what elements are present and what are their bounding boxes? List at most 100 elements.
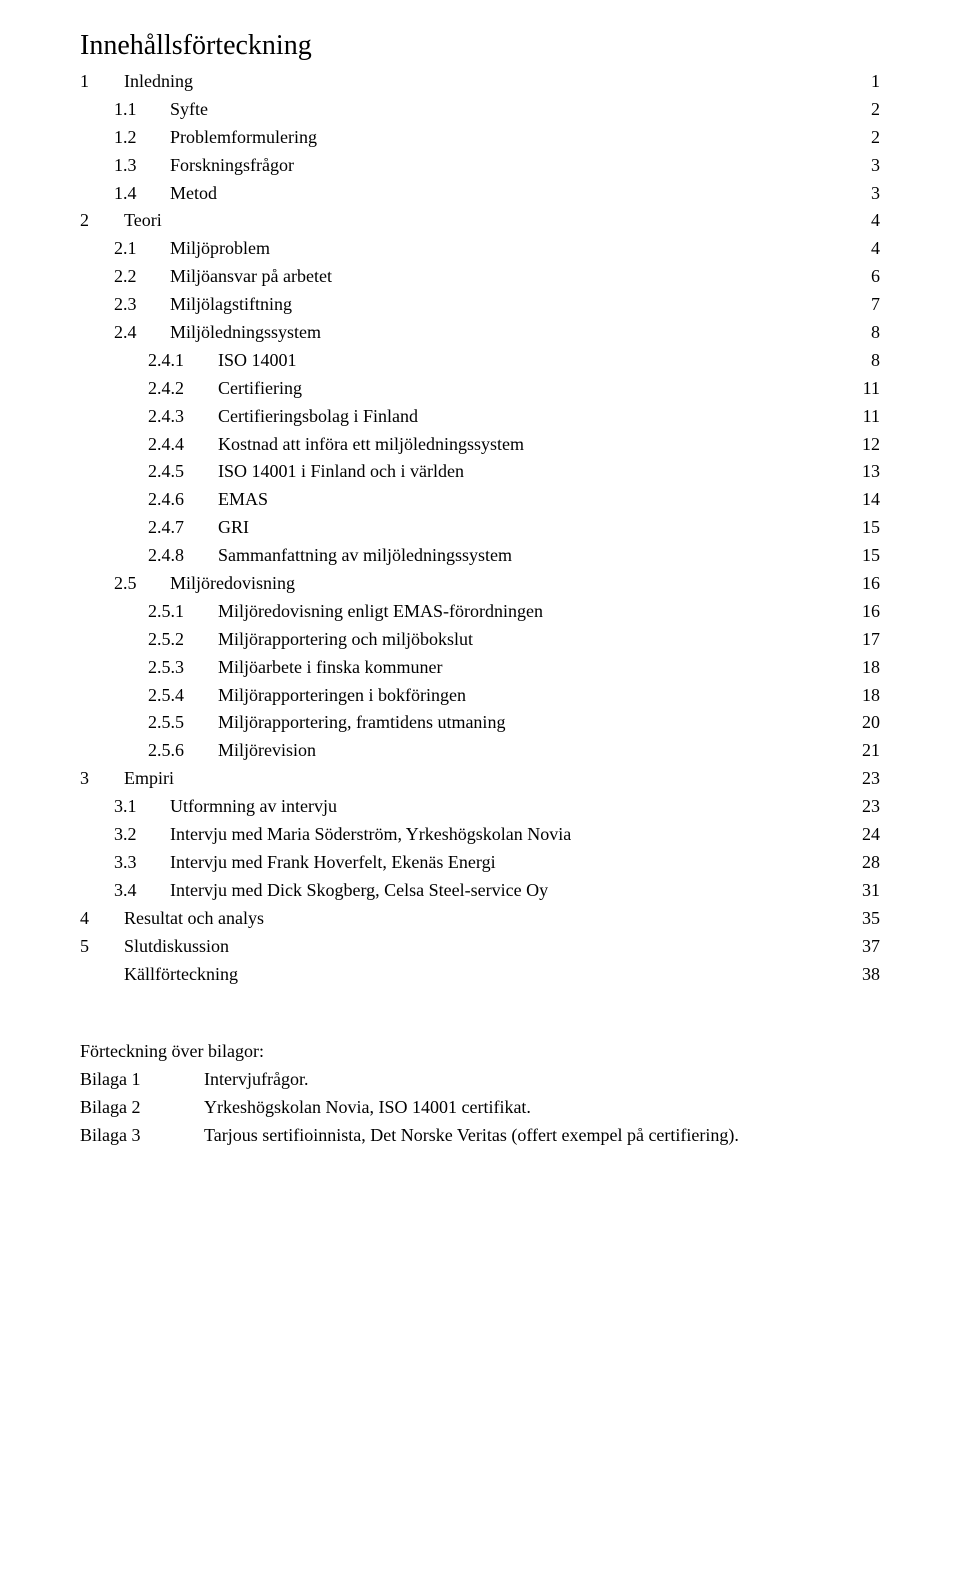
toc-entry-label: Intervju med Maria Söderström, Yrkeshögs…: [170, 821, 571, 849]
toc-entry-number: 4: [80, 905, 102, 933]
toc-entry-label: Teori: [124, 207, 162, 235]
toc-entry-label: Forskningsfrågor: [170, 152, 294, 180]
toc-entry-number: 1.4: [114, 180, 152, 208]
toc-entry: 1.1Syfte2: [80, 96, 880, 124]
toc-entry-label: Sammanfattning av miljöledningssystem: [218, 542, 512, 570]
toc-entry: 2.2 Miljöansvar på arbetet 6: [80, 263, 880, 291]
toc-entry: 1.2 Problemformulering 2: [80, 124, 880, 152]
toc-entry-number: 1.2: [114, 124, 152, 152]
toc-entry-page: 1: [867, 68, 880, 96]
toc-entry-page: 24: [858, 821, 880, 849]
toc-entry: 1.4 Metod 3: [80, 180, 880, 208]
toc-entry-page: 18: [858, 682, 880, 710]
toc-entry: 2.5.1Miljöredovisning enligt EMAS-förord…: [80, 598, 880, 626]
toc-entry: 2.5.3Miljöarbete i finska kommuner18: [80, 654, 880, 682]
appendix-title: Förteckning över bilagor:: [80, 1038, 880, 1066]
toc-entry-number: 2.4.8: [148, 542, 200, 570]
toc-entry-number: 2.5.6: [148, 737, 200, 765]
toc-entry-page: 15: [858, 514, 880, 542]
toc-entry-page: 17: [858, 626, 880, 654]
appendix-item: Bilaga 2Yrkeshögskolan Novia, ISO 14001 …: [80, 1094, 880, 1122]
toc-entry-label: Miljöproblem: [170, 235, 270, 263]
toc-entry-number: 2.5.2: [148, 626, 200, 654]
toc-title: Innehållsförteckning: [80, 30, 880, 62]
toc-entry: 4Resultat och analys35: [80, 905, 880, 933]
toc-entry: 2.3Miljölagstiftning7: [80, 291, 880, 319]
toc-entry-label: Empiri: [124, 765, 174, 793]
toc-entry-number: 3.2: [114, 821, 152, 849]
appendix-item: Bilaga 3Tarjous sertifioinnista, Det Nor…: [80, 1122, 880, 1150]
toc-entry: 3Empiri23: [80, 765, 880, 793]
toc-entry: 2.4.4Kostnad att införa ett miljöledning…: [80, 431, 880, 459]
toc-entry: Källförteckning38: [80, 961, 880, 989]
toc-entry-number: 1.3: [114, 152, 152, 180]
toc-entry-page: 21: [858, 737, 880, 765]
toc-entry-label: GRI: [218, 514, 249, 542]
toc-entry-page: 16: [858, 570, 880, 598]
toc-entry: 2.4.8 Sammanfattning av miljöledningssyst…: [80, 542, 880, 570]
toc-entry-label: Problemformulering: [170, 124, 317, 152]
toc-entry-page: 31: [858, 877, 880, 905]
toc-entry-number: 3.3: [114, 849, 152, 877]
toc-entry-label: Utformning av intervju: [170, 793, 337, 821]
toc-entry-number: 2.4.5: [148, 458, 200, 486]
toc-entry: 2.1Miljöproblem4: [80, 235, 880, 263]
toc-entry-page: 6: [867, 263, 880, 291]
toc-entry-number: 2.5.4: [148, 682, 200, 710]
toc-entry-page: 15: [858, 542, 880, 570]
appendix-item-label: Bilaga 3: [80, 1122, 186, 1150]
toc-entry-label: Miljöledningssystem: [170, 319, 321, 347]
appendix-item-gap: [186, 1122, 204, 1150]
toc-entry: 2.4.7 GRI 15: [80, 514, 880, 542]
toc-entry-number: 2.4.6: [148, 486, 200, 514]
toc-entry-page: 4: [867, 207, 880, 235]
toc-entry-page: 11: [859, 403, 880, 431]
toc-entry-number: 3.1: [114, 793, 152, 821]
toc-entry-label: Miljöansvar på arbetet: [170, 263, 332, 291]
toc-entry-page: 8: [867, 347, 880, 375]
toc-entry-number: 2.4.3: [148, 403, 200, 431]
toc-entry-page: 38: [858, 961, 880, 989]
toc-entry: 2.4.1ISO 140018: [80, 347, 880, 375]
toc-entry-page: 20: [858, 709, 880, 737]
toc-entry-page: 3: [867, 152, 880, 180]
toc-entry-number: 2.3: [114, 291, 152, 319]
page: Innehållsförteckning 1Inledning11.1Syfte…: [0, 0, 960, 1576]
toc-entry-number: 2.4: [114, 319, 152, 347]
appendix-item-gap: [186, 1094, 204, 1122]
toc-entry-page: 2: [867, 96, 880, 124]
toc-entry-label: Metod: [170, 180, 217, 208]
toc-entry: 2.4.5ISO 14001 i Finland och i världen13: [80, 458, 880, 486]
toc-entry-label: Inledning: [124, 68, 193, 96]
toc-entry: 2.4.3Certifieringsbolag i Finland11: [80, 403, 880, 431]
toc-entry-page: 23: [858, 793, 880, 821]
toc-entry: 2.4.6EMAS14: [80, 486, 880, 514]
toc-entry-label: Miljöredovisning: [170, 570, 295, 598]
appendix-item-text: Intervjufrågor.: [204, 1066, 308, 1094]
toc-entry-page: 28: [858, 849, 880, 877]
appendix-list: Bilaga 1Intervjufrågor.Bilaga 2Yrkeshögs…: [80, 1066, 880, 1150]
toc-entry-label: Miljörapportering och miljöbokslut: [218, 626, 473, 654]
toc-entry-number: 2.5: [114, 570, 152, 598]
toc-entry: 2.5.2 Miljörapportering och miljöbokslut 1…: [80, 626, 880, 654]
toc-entry: 3.1 Utformning av intervju 23: [80, 793, 880, 821]
toc-entry-label: Miljörapporteringen i bokföringen: [218, 682, 466, 710]
toc-entry-page: 3: [867, 180, 880, 208]
toc-entry-number: 2: [80, 207, 102, 235]
toc-entry-page: 4: [867, 235, 880, 263]
toc-entry-number: 2.4.7: [148, 514, 200, 542]
toc-entry-label: Certifiering: [218, 375, 302, 403]
toc-entry-number: 2.2: [114, 263, 152, 291]
toc-entry: 1Inledning1: [80, 68, 880, 96]
toc-entry-number: 5: [80, 933, 102, 961]
toc-entry-label: ISO 14001: [218, 347, 297, 375]
toc-entry-page: 16: [858, 598, 880, 626]
toc-entry-page: 8: [867, 319, 880, 347]
toc-entry-label: EMAS: [218, 486, 268, 514]
toc-entry-page: 13: [858, 458, 880, 486]
toc-entry: 2.5.4 Miljörapporteringen i bokföringen 18: [80, 682, 880, 710]
toc-entry-number: 3.4: [114, 877, 152, 905]
toc-entry-page: 2: [867, 124, 880, 152]
toc-entry: 2 Teori 4: [80, 207, 880, 235]
toc-entry: 3.4Intervju med Dick Skogberg, Celsa Ste…: [80, 877, 880, 905]
